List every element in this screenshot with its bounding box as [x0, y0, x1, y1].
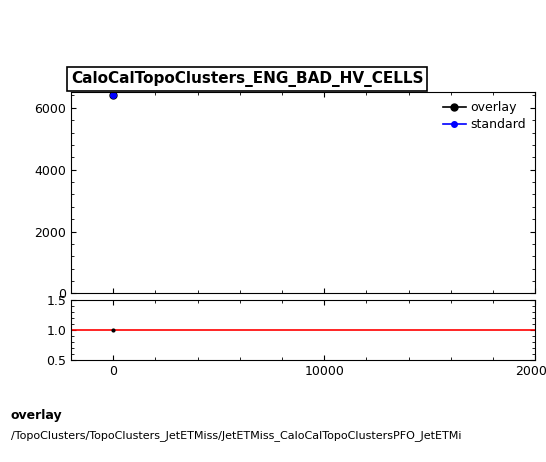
Legend: overlay, standard: overlay, standard [441, 99, 529, 134]
Text: /TopoClusters/TopoClusters_JetETMiss/JetETMiss_CaloCalTopoClustersPFO_JetETMi: /TopoClusters/TopoClusters_JetETMiss/Jet… [11, 430, 461, 441]
Text: CaloCalTopoClusters_ENG_BAD_HV_CELLS: CaloCalTopoClusters_ENG_BAD_HV_CELLS [71, 71, 424, 87]
Text: overlay: overlay [11, 409, 63, 422]
